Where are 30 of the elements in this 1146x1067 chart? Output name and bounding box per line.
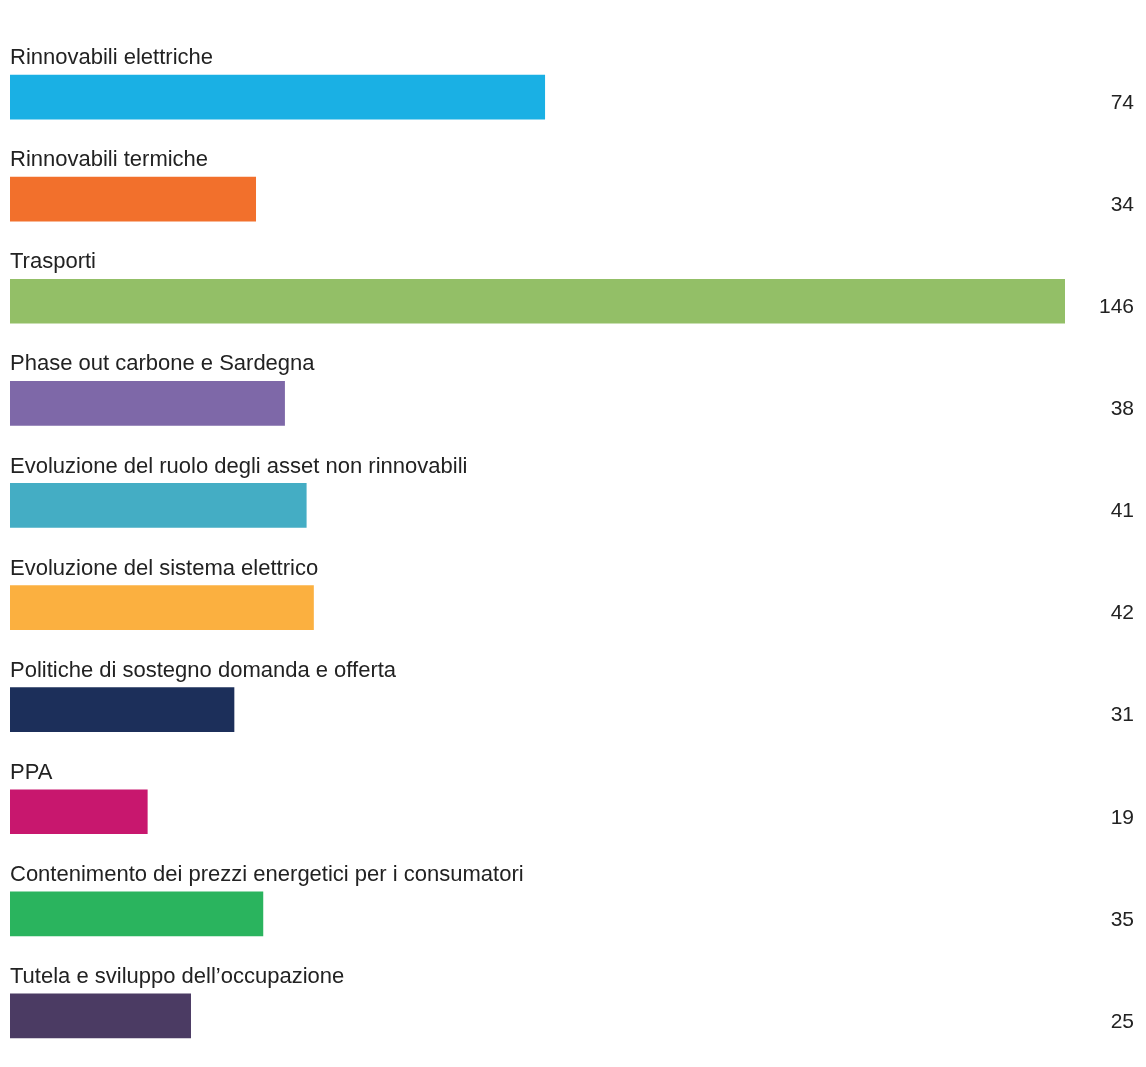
data-label: 146 [1098,294,1134,318]
bar [10,687,235,732]
y-tick-label: Evoluzione del ruolo degli asset non rinnovabili [10,452,468,478]
y-tick-label: Evoluzione del sistema elettrico [10,554,319,580]
bar [10,891,264,937]
bar [10,585,314,630]
data-label: 41 [1110,498,1134,522]
y-tick-label: Contenimento dei prezzi energetici per i consumatori [10,860,524,886]
y-tick-label: Rinnovabili elettriche [10,44,213,70]
y-tick-label: Rinnovabili termiche [10,146,209,172]
data-label: 74 [1110,89,1135,113]
bar [10,176,257,222]
bar [10,993,191,1039]
data-label: 42 [1110,600,1134,624]
data-label: 35 [1110,906,1134,930]
y-tick-label: PPA [10,758,53,784]
data-label: 38 [1110,396,1134,420]
bar [10,789,148,835]
y-tick-label: Tutela e sviluppo dell’occupazione [10,963,345,989]
y-tick-label: Politiche di sostegno domanda e offerta [10,656,397,682]
bar [10,74,546,120]
data-label: 25 [1110,1008,1134,1032]
y-tick-label: Phase out carbone e Sardegna [10,350,316,376]
data-label: 31 [1110,702,1134,726]
bar [10,483,307,528]
bar [10,381,285,426]
y-tick-label: Trasporti [10,248,96,274]
data-label: 19 [1110,804,1134,828]
bar [10,278,1065,324]
data-label: 34 [1110,191,1135,215]
